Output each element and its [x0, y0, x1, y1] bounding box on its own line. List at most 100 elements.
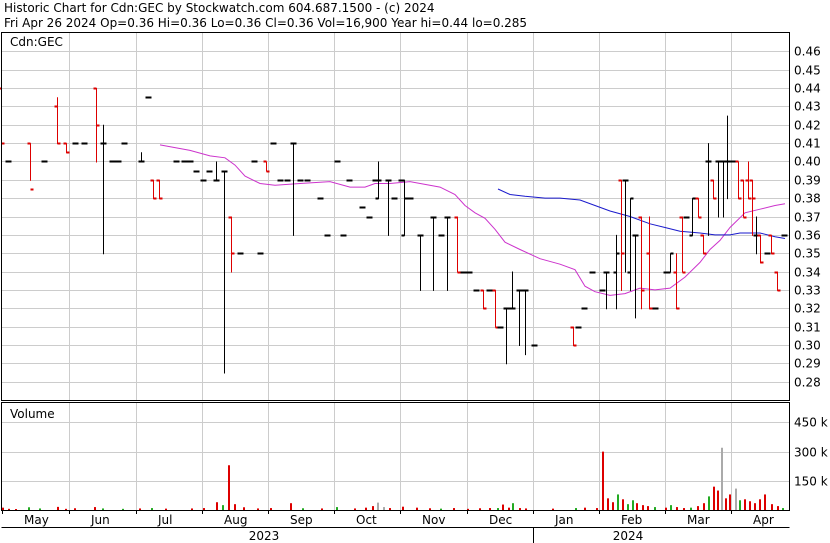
volume-bar: [632, 500, 634, 510]
month-labels: May Jun Jul Aug Sep Oct Nov Dec Jan Feb Mar Apr: [2, 510, 774, 527]
ohlc-bar: [54, 97, 61, 145]
quote-summary: Fri Apr 26 2024 Op=0.36 Hi=0.36 Lo=0.36 …: [4, 16, 528, 30]
volume-bar: [725, 498, 727, 510]
volume-bar: [744, 499, 746, 510]
volume-bar: [191, 508, 193, 510]
price-tick-label: 0.33: [794, 284, 821, 298]
ohlc-bar: [689, 197, 696, 237]
price-tick-label: 0.43: [794, 100, 821, 114]
ohlc-bar: [237, 252, 244, 255]
price-tick-label: 0.28: [794, 376, 821, 390]
ohlc-bar: [745, 161, 752, 200]
volume-bar: [739, 500, 741, 510]
ohlc-bar: [121, 142, 128, 145]
ohlc-bar: [444, 216, 451, 291]
ohlc-bar: [228, 216, 235, 273]
volume-bar: [627, 504, 629, 510]
ohlc-bar: [93, 87, 100, 163]
ohlc-bar: [667, 252, 674, 274]
volume-bar: [290, 503, 292, 510]
year-labels: 2023 2024: [249, 527, 643, 543]
ohlc-bar: [575, 326, 582, 329]
ohlc-bar: [473, 289, 480, 292]
volume-bar: [216, 502, 218, 510]
ohlc-bar: [700, 234, 707, 255]
volume-bar: [74, 508, 76, 510]
ohlc-bar: [385, 179, 392, 236]
ohlc-bar: [618, 179, 625, 291]
ohlc-bar: [115, 160, 122, 163]
ohlc-bar: [781, 234, 788, 237]
volume-bar: [703, 503, 705, 510]
price-tick-label: 0.45: [794, 64, 821, 78]
volume-tick-label: 150 k: [794, 475, 828, 489]
price-bars: [0, 87, 788, 374]
ohlc-bar: [503, 307, 510, 365]
ohlc-bar: [41, 160, 48, 163]
ohlc-bar: [749, 179, 756, 236]
volume-bar: [665, 507, 667, 510]
ohlc-bar: [407, 197, 414, 200]
ohlc-bar: [145, 96, 152, 99]
volume-bar: [479, 508, 481, 510]
ohlc-bar: [63, 142, 70, 154]
ohlc-bar: [480, 289, 487, 310]
price-tick-label: 0.31: [794, 321, 821, 335]
volume-bar: [596, 508, 598, 510]
ohlc-bar: [173, 160, 180, 163]
ohlc-bar: [72, 142, 79, 145]
moving-average-long: [497, 188, 786, 239]
volume-bar: [94, 507, 96, 510]
volume-bar: [139, 508, 141, 510]
month-label: Mar: [687, 513, 710, 527]
ohlc-bar: [200, 179, 207, 182]
ohlc-bar: [497, 326, 504, 329]
volume-bar: [512, 503, 514, 510]
ohlc-bar: [257, 252, 264, 255]
price-grid: [2, 51, 789, 383]
volume-bar: [764, 494, 766, 510]
ohlc-bar: [334, 160, 341, 163]
ohlc-bar: [5, 160, 12, 163]
ohlc-bar: [757, 234, 764, 264]
ohlc-bar: [366, 216, 373, 219]
price-tick-label: 0.35: [794, 247, 821, 261]
volume-bar: [453, 508, 455, 510]
ohlc-bar: [768, 234, 775, 255]
volume-bar: [354, 508, 356, 510]
ohlc-bar: [603, 271, 610, 310]
volume-bar: [151, 508, 153, 510]
ohlc-bar: [346, 179, 353, 182]
month-label: Oct: [356, 513, 377, 527]
month-label: Jun: [90, 513, 110, 527]
ohlc-bar: [138, 152, 145, 163]
volume-bar: [228, 465, 230, 510]
ohlc-bar: [715, 160, 722, 218]
ohlc-bar: [150, 179, 157, 200]
ohlc-bar: [270, 142, 277, 145]
ohlc-bar: [398, 179, 405, 182]
volume-bar: [617, 494, 619, 510]
volume-bar: [721, 447, 723, 510]
volume-bar: [383, 507, 385, 510]
month-label: Aug: [224, 513, 247, 527]
volume-bar: [222, 505, 224, 510]
price-tick-label: 0.42: [794, 119, 821, 133]
volume-bar: [735, 488, 737, 510]
volume-bar: [2, 507, 4, 510]
volume-axis: 150 k 300 k 450 k: [794, 416, 828, 489]
ohlc-bar: [486, 289, 493, 292]
ohlc-bar: [516, 289, 523, 346]
volume-bar: [28, 507, 30, 510]
volume-bar: [607, 498, 609, 510]
volume-bar: [467, 508, 469, 510]
price-tick-label: 0.38: [794, 192, 821, 206]
ohlc-bar: [705, 143, 712, 236]
ohlc-bar: [100, 124, 107, 255]
price-tick-label: 0.36: [794, 229, 821, 243]
ohlc-bar: [720, 160, 727, 218]
ohlc-bar: [290, 142, 297, 236]
ohlc-bar: [695, 197, 702, 219]
volume-bar: [519, 508, 521, 510]
